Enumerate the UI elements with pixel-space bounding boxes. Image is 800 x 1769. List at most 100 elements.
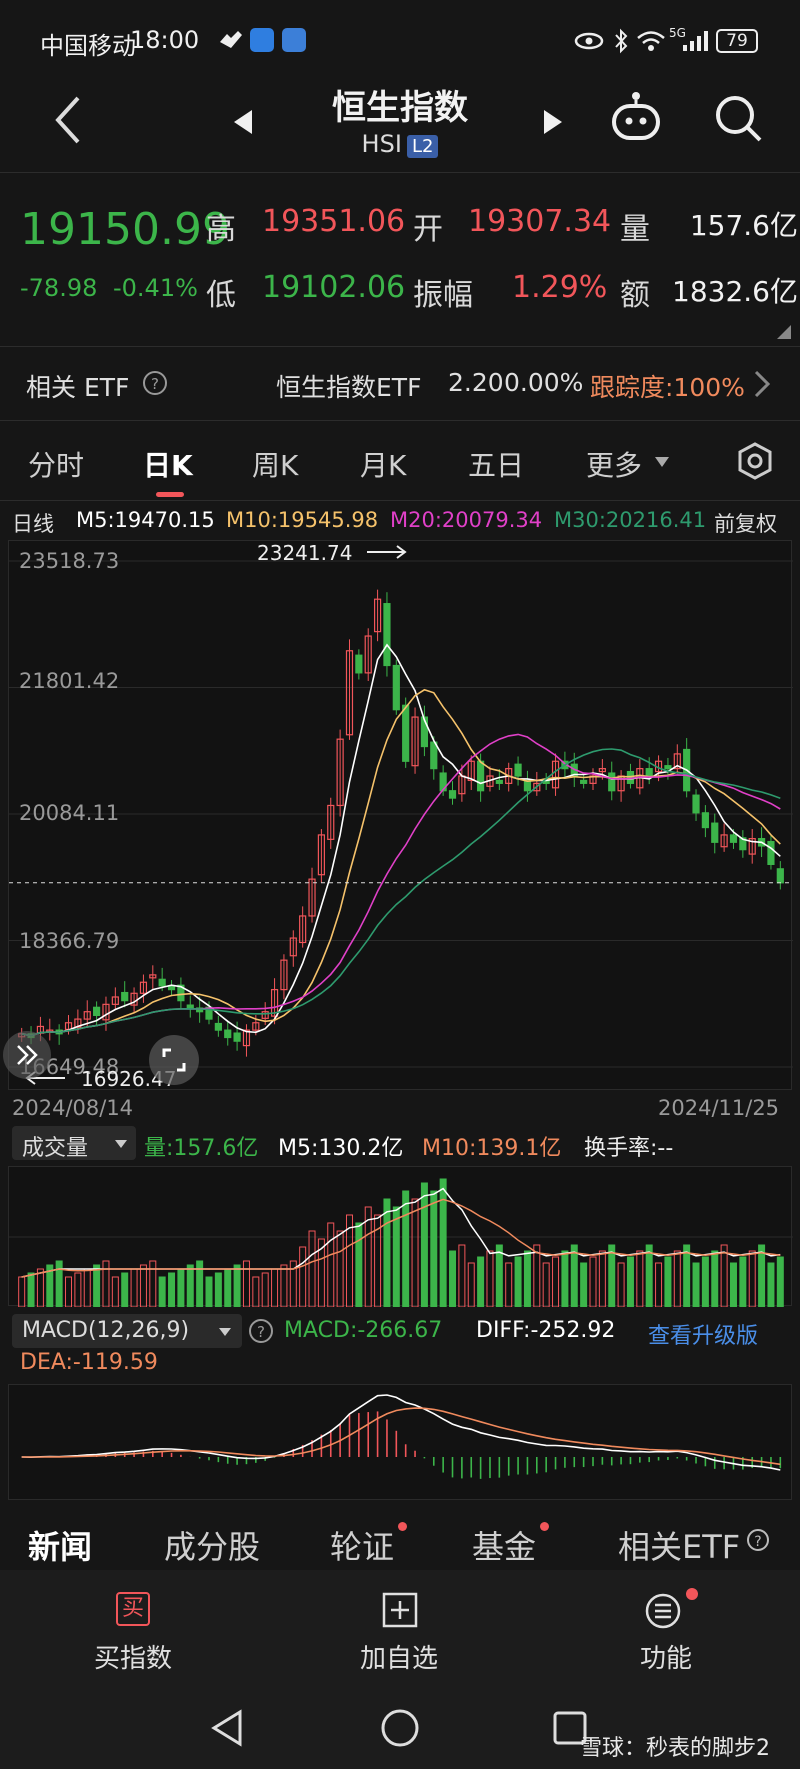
volume-bar <box>692 1262 700 1307</box>
candle <box>608 772 616 792</box>
related-etf-row[interactable]: 相关 ETF ? 恒生指数ETF 2.20 0.00% 跟踪度:100% <box>0 348 800 418</box>
macd-indicator-select[interactable]: MACD(12,26,9) <box>12 1314 242 1348</box>
chevron-right-icon[interactable] <box>754 370 770 398</box>
tab-month-k[interactable]: 月K <box>360 449 407 482</box>
candle <box>767 840 775 865</box>
volume-bar <box>552 1256 560 1307</box>
volume-bar <box>205 1276 213 1307</box>
tab-warrants[interactable]: 轮证 <box>330 1528 395 1566</box>
volume-bar <box>374 1214 382 1307</box>
tab-funds[interactable]: 基金 <box>472 1528 537 1566</box>
tab-more[interactable]: 更多 <box>586 449 643 482</box>
fullscreen-button[interactable] <box>149 1035 199 1085</box>
volume-bar <box>186 1264 194 1307</box>
period-tabs: 分时 日K 周K 月K 五日 更多 <box>0 422 800 500</box>
candle <box>327 804 335 840</box>
volume-bar <box>336 1230 344 1307</box>
back-icon[interactable] <box>52 94 82 146</box>
system-recents-icon[interactable] <box>552 1710 588 1746</box>
volume-bar <box>233 1264 241 1307</box>
candle <box>111 996 119 1005</box>
upgrade-link[interactable]: 查看升级版 <box>648 1324 759 1349</box>
caret-down-icon[interactable] <box>654 456 670 468</box>
volume-bar <box>355 1222 363 1307</box>
notification-dot <box>540 1522 549 1531</box>
next-index-icon[interactable] <box>542 108 564 136</box>
robot-assistant-icon[interactable] <box>608 90 664 144</box>
help-icon[interactable]: ? <box>746 1528 770 1552</box>
volume-indicator-select[interactable]: 成交量 <box>12 1126 136 1161</box>
open-label: 开 <box>413 212 443 247</box>
expand-corner-icon[interactable] <box>776 324 792 340</box>
volume-bar <box>514 1256 522 1307</box>
volume-bar <box>214 1272 222 1307</box>
volume-bar <box>261 1272 269 1307</box>
volume-bar <box>598 1250 606 1307</box>
candle <box>186 1004 194 1009</box>
search-icon[interactable] <box>712 92 764 144</box>
volume-bar <box>683 1244 691 1307</box>
tab-news[interactable]: 新闻 <box>28 1528 93 1566</box>
etf-name: 恒生指数ETF <box>276 373 422 402</box>
functions-label: 功能 <box>640 1644 693 1674</box>
prev-index-icon[interactable] <box>232 108 254 136</box>
candle <box>533 782 541 792</box>
svg-text:?: ? <box>151 375 159 393</box>
collapse-button[interactable] <box>3 1031 51 1079</box>
candle <box>364 635 372 674</box>
candle <box>729 834 738 843</box>
add-watchlist-label: 加自选 <box>360 1644 439 1674</box>
tab-five-day[interactable]: 五日 <box>468 449 525 482</box>
volume-bar <box>364 1206 372 1307</box>
volume-bar <box>392 1206 400 1307</box>
volume-bar <box>467 1262 475 1307</box>
settings-hexagon-icon[interactable] <box>736 442 774 480</box>
candle <box>711 822 719 843</box>
help-icon[interactable]: ? <box>142 370 168 396</box>
candle <box>645 768 653 777</box>
level-badge: L2 <box>406 135 439 158</box>
kline-chart[interactable]: 23518.73 21801.42 20084.11 18366.79 1664… <box>3 540 793 1091</box>
system-home-icon[interactable] <box>380 1708 420 1748</box>
adjust-mode[interactable]: 前复权 <box>714 512 777 536</box>
volume-bar <box>149 1260 157 1307</box>
candle <box>664 765 672 770</box>
add-watchlist-button[interactable]: 加自选 <box>326 1588 476 1678</box>
ma20-value: M20:20079.34 <box>390 508 543 532</box>
candle <box>261 1011 269 1019</box>
low-label: 低 <box>206 278 236 313</box>
etf-pct: 0.00% <box>504 368 584 397</box>
tab-week-k[interactable]: 周K <box>252 449 299 482</box>
buy-icon-text: 买 <box>121 1596 144 1621</box>
volume-bar <box>308 1230 316 1307</box>
volume-m10: M10:139.1亿 <box>422 1136 562 1161</box>
volume-bar <box>55 1260 63 1307</box>
tab-day-k[interactable]: 日K <box>143 449 193 482</box>
ma-legend: 日线 M5:19470.15 M10:19545.98 M20:20079.34… <box>0 502 800 538</box>
macd-chart[interactable] <box>8 1384 792 1500</box>
candle <box>430 741 438 770</box>
tab-constituents[interactable]: 成分股 <box>164 1528 261 1566</box>
tab-related-etf[interactable]: 相关ETF <box>618 1528 741 1566</box>
tab-intraday[interactable]: 分时 <box>28 449 85 482</box>
functions-button[interactable]: 功能 <box>590 1588 740 1678</box>
system-back-icon[interactable] <box>208 1708 248 1748</box>
arrow-right-icon <box>367 545 407 559</box>
end-date: 2024/11/25 <box>658 1096 780 1120</box>
candle <box>93 1006 101 1016</box>
volume-bar <box>580 1262 588 1307</box>
volume-chart[interactable] <box>8 1166 793 1307</box>
info-tabs: 新闻 成分股 轮证 基金 相关ETF ? <box>0 1508 800 1570</box>
candle <box>139 981 148 994</box>
help-icon[interactable]: ? <box>248 1318 274 1344</box>
volume-bar <box>608 1244 616 1307</box>
volume-bar <box>495 1244 503 1307</box>
watermark: 雪球：秒表的脚步2 <box>580 1736 770 1761</box>
volume-bar <box>758 1244 766 1307</box>
volume-bar <box>711 1250 719 1307</box>
high-value: 19351.06 <box>262 204 406 239</box>
y-tick-label: 21801.42 <box>19 669 120 693</box>
candle <box>739 837 747 851</box>
candle <box>411 716 419 767</box>
buy-index-button[interactable]: 买 买指数 <box>60 1588 210 1678</box>
